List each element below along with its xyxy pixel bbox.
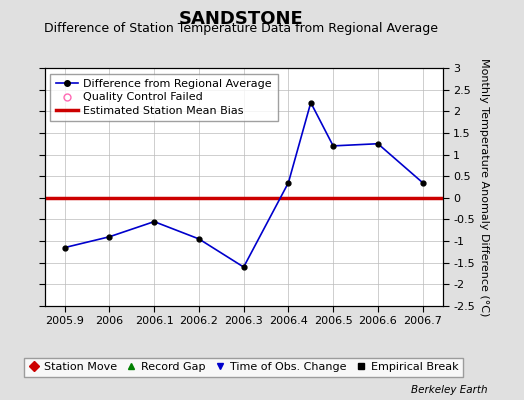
Text: Berkeley Earth: Berkeley Earth [411,385,487,395]
Text: SANDSTONE: SANDSTONE [179,10,303,28]
Y-axis label: Monthly Temperature Anomaly Difference (°C): Monthly Temperature Anomaly Difference (… [479,58,489,316]
Text: Difference of Station Temperature Data from Regional Average: Difference of Station Temperature Data f… [44,22,438,35]
Legend: Station Move, Record Gap, Time of Obs. Change, Empirical Break: Station Move, Record Gap, Time of Obs. C… [24,358,463,377]
